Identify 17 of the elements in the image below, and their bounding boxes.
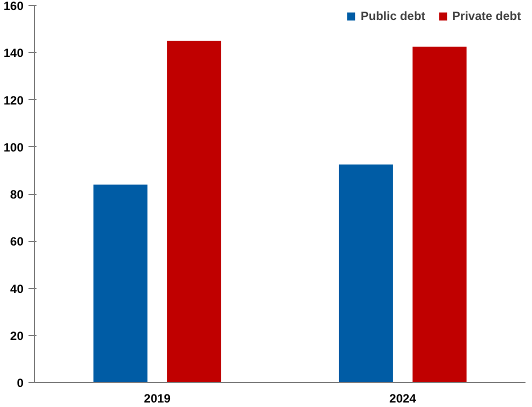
y-tick-label: 40	[10, 282, 24, 296]
y-tick-label: 100	[3, 140, 24, 154]
y-tick-label: 60	[10, 234, 24, 249]
y-tick-label: 160	[3, 0, 24, 13]
x-tick-label: 2024	[389, 392, 416, 406]
bar	[167, 40, 222, 382]
bar	[412, 46, 467, 382]
y-tick-label: 120	[3, 93, 24, 108]
legend-label: Public debt	[360, 9, 426, 23]
legend-label: Private debt	[452, 9, 521, 23]
y-tick-label: 140	[3, 46, 24, 60]
x-tick-label: 2019	[144, 392, 171, 406]
bar	[338, 164, 393, 382]
y-tick-label: 0	[16, 376, 24, 390]
y-tick-label: 80	[10, 188, 24, 202]
y-tick-label: 20	[10, 328, 24, 343]
bar	[93, 184, 148, 382]
